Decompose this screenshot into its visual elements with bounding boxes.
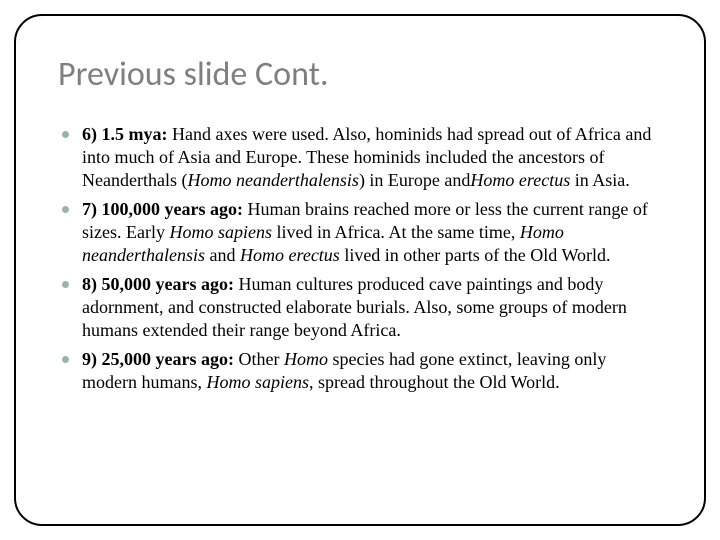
bullet-text: Other (234, 349, 284, 369)
bullet-text: lived in other parts of the Old World. (340, 245, 611, 265)
bullet-text: ) in Europe and (359, 170, 470, 190)
bullet-text: lived in Africa. At the same time, (272, 222, 520, 242)
bullet-lead: 6) 1.5 mya: (82, 124, 167, 144)
bullet-text: , spread throughout the Old World. (309, 372, 560, 392)
bullet-text: and (205, 245, 240, 265)
list-item: 8) 50,000 years ago: Human cultures prod… (58, 273, 662, 342)
species-name: Homo erectus (240, 245, 340, 265)
slide-title: Previous slide Cont. (58, 54, 662, 95)
bullet-lead: 7) 100,000 years ago: (82, 199, 243, 219)
bullet-list: 6) 1.5 mya: Hand axes were used. Also, h… (58, 123, 662, 394)
species-name: Homo (284, 349, 328, 369)
list-item: 6) 1.5 mya: Hand axes were used. Also, h… (58, 123, 662, 192)
bullet-lead: 9) 25,000 years ago: (82, 349, 234, 369)
slide-frame: Previous slide Cont. 6) 1.5 mya: Hand ax… (0, 0, 720, 540)
list-item: 7) 100,000 years ago: Human brains reach… (58, 198, 662, 267)
species-name: Homo erectus (470, 170, 570, 190)
species-name: Homo sapiens (206, 372, 309, 392)
species-name: Homo sapiens (169, 222, 272, 242)
bullet-text: in Asia. (570, 170, 630, 190)
slide-content: Previous slide Cont. 6) 1.5 mya: Hand ax… (58, 54, 662, 500)
bullet-lead: 8) 50,000 years ago: (82, 274, 234, 294)
list-item: 9) 25,000 years ago: Other Homo species … (58, 348, 662, 394)
species-name: Homo neanderthalensis (187, 170, 358, 190)
